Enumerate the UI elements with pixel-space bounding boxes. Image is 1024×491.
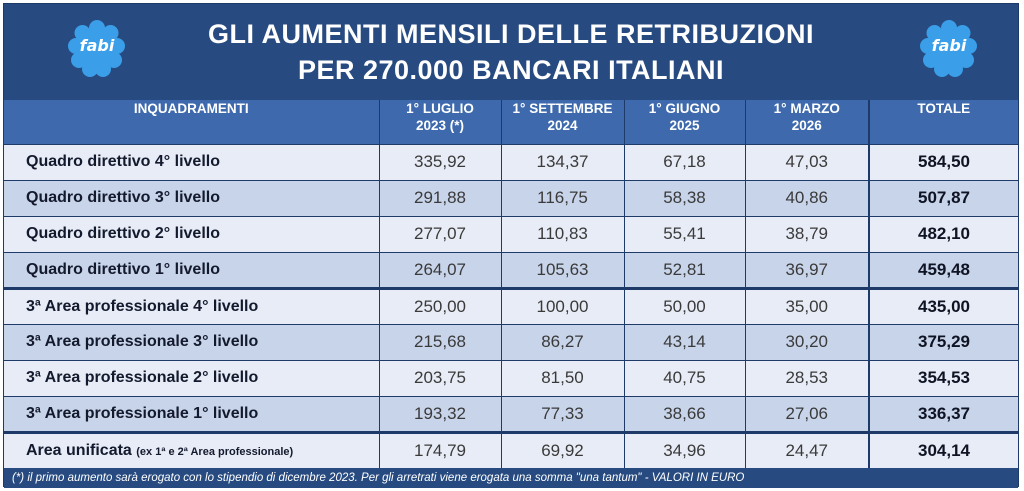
total-cell: 354,53: [868, 359, 1018, 396]
total-cell: 304,14: [868, 430, 1018, 468]
row-label: Area unificata (ex 1ª e 2ª Area professi…: [4, 430, 380, 468]
total-cell: 459,48: [868, 251, 1018, 288]
table-cell: 35,00: [745, 286, 870, 324]
table-cell: 50,00: [624, 286, 746, 324]
table-cell: 58,38: [624, 179, 746, 216]
column-header: 1° SETTEMBRE 2024: [501, 100, 625, 144]
table-cell: 110,83: [501, 215, 625, 252]
row-label: Quadro direttivo 3° livello: [4, 179, 380, 216]
table-cell: 38,79: [745, 215, 870, 252]
table-row: 3ª Area professionale 4° livello 250,00 …: [4, 286, 1018, 324]
table-cell: 116,75: [501, 179, 625, 216]
title-line-1: GLI AUMENTI MENSILI DELLE RETRIBUZIONI: [208, 19, 814, 49]
table-cell: 40,86: [745, 179, 870, 216]
table-cell: 67,18: [624, 143, 746, 180]
row-label-note: (ex 1ª e 2ª Area professionale): [136, 445, 294, 458]
total-cell: 435,00: [868, 286, 1018, 324]
logo-text: fabi: [931, 36, 967, 55]
total-cell: 336,37: [868, 395, 1018, 432]
page-title: GLI AUMENTI MENSILI DELLE RETRIBUZIONI P…: [154, 16, 868, 88]
row-label: Quadro direttivo 4° livello: [4, 143, 380, 180]
table-cell: 277,07: [379, 215, 502, 252]
table-cell: 55,41: [624, 215, 746, 252]
table-row: 3ª Area professionale 3° livello 215,68 …: [4, 323, 1018, 360]
table-cell: 250,00: [379, 286, 502, 324]
table-cell: 291,88: [379, 179, 502, 216]
fabi-logo-icon: fabi: [918, 18, 980, 80]
table-cell: 27,06: [745, 395, 870, 432]
table-cell: 34,96: [624, 430, 746, 468]
table-row: Quadro direttivo 4° livello 335,92 134,3…: [4, 143, 1018, 180]
row-label-text: Area unificata: [26, 441, 132, 459]
table-cell: 193,32: [379, 395, 502, 432]
row-label: 3ª Area professionale 1° livello: [4, 395, 380, 432]
column-header: 1° MARZO 2026: [745, 100, 870, 144]
table-cell: 40,75: [624, 359, 746, 396]
table-row: Quadro direttivo 3° livello 291,88 116,7…: [4, 179, 1018, 216]
table-cell: 69,92: [501, 430, 625, 468]
table-row: 3ª Area professionale 1° livello 193,32 …: [4, 395, 1018, 432]
row-label: 3ª Area professionale 2° livello: [4, 359, 380, 396]
table-cell: 77,33: [501, 395, 625, 432]
table-cell: 86,27: [501, 323, 625, 360]
footnote: (*) il primo aumento sarà erogato con lo…: [4, 468, 1018, 488]
table-cell: 203,75: [379, 359, 502, 396]
column-header-total: TOTALE: [868, 100, 1019, 144]
table-cell: 100,00: [501, 286, 625, 324]
table-cell: 174,79: [379, 430, 502, 468]
table-header-row: INQUADRAMENTI 1° LUGLIO 2023 (*) 1° SETTE…: [4, 100, 1019, 144]
column-header: 1° LUGLIO 2023 (*): [379, 100, 502, 144]
title-line-2: PER 270.000 BANCARI ITALIANI: [297, 55, 725, 85]
title-banner: fabi GLI AUMENTI MENSILI DELLE RETRIBUZI…: [4, 4, 1018, 100]
row-label: Quadro direttivo 2° livello: [4, 215, 380, 252]
column-header: 1° GIUGNO 2025: [624, 100, 746, 144]
table-cell: 43,14: [624, 323, 746, 360]
fabi-logo-icon: fabi: [66, 18, 128, 80]
table-row: 3ª Area professionale 2° livello 203,75 …: [4, 359, 1018, 396]
table-cell: 134,37: [501, 143, 625, 180]
table-cell: 81,50: [501, 359, 625, 396]
total-cell: 482,10: [868, 215, 1018, 252]
row-label: Quadro direttivo 1° livello: [4, 251, 380, 288]
column-header: INQUADRAMENTI: [4, 100, 380, 144]
table-cell: 28,53: [745, 359, 870, 396]
table-row: Area unificata (ex 1ª e 2ª Area professi…: [4, 430, 1018, 468]
table-row: Quadro direttivo 2° livello 277,07 110,8…: [4, 215, 1018, 252]
table-cell: 24,47: [745, 430, 870, 468]
table-cell: 105,63: [501, 251, 625, 288]
infographic: fabi GLI AUMENTI MENSILI DELLE RETRIBUZI…: [3, 3, 1019, 488]
table-cell: 38,66: [624, 395, 746, 432]
row-label: 3ª Area professionale 4° livello: [4, 286, 380, 324]
total-cell: 584,50: [868, 143, 1018, 180]
table-cell: 47,03: [745, 143, 870, 180]
table-cell: 30,20: [745, 323, 870, 360]
table-cell: 264,07: [379, 251, 502, 288]
total-cell: 375,29: [868, 323, 1018, 360]
table-cell: 215,68: [379, 323, 502, 360]
total-cell: 507,87: [868, 179, 1018, 216]
table-cell: 36,97: [745, 251, 870, 288]
table-cell: 335,92: [379, 143, 502, 180]
row-label: 3ª Area professionale 3° livello: [4, 323, 380, 360]
salary-table: INQUADRAMENTI 1° LUGLIO 2023 (*) 1° SETTE…: [4, 100, 1019, 468]
logo-text: fabi: [79, 36, 115, 55]
table-cell: 52,81: [624, 251, 746, 288]
table-row: Quadro direttivo 1° livello 264,07 105,6…: [4, 251, 1018, 288]
